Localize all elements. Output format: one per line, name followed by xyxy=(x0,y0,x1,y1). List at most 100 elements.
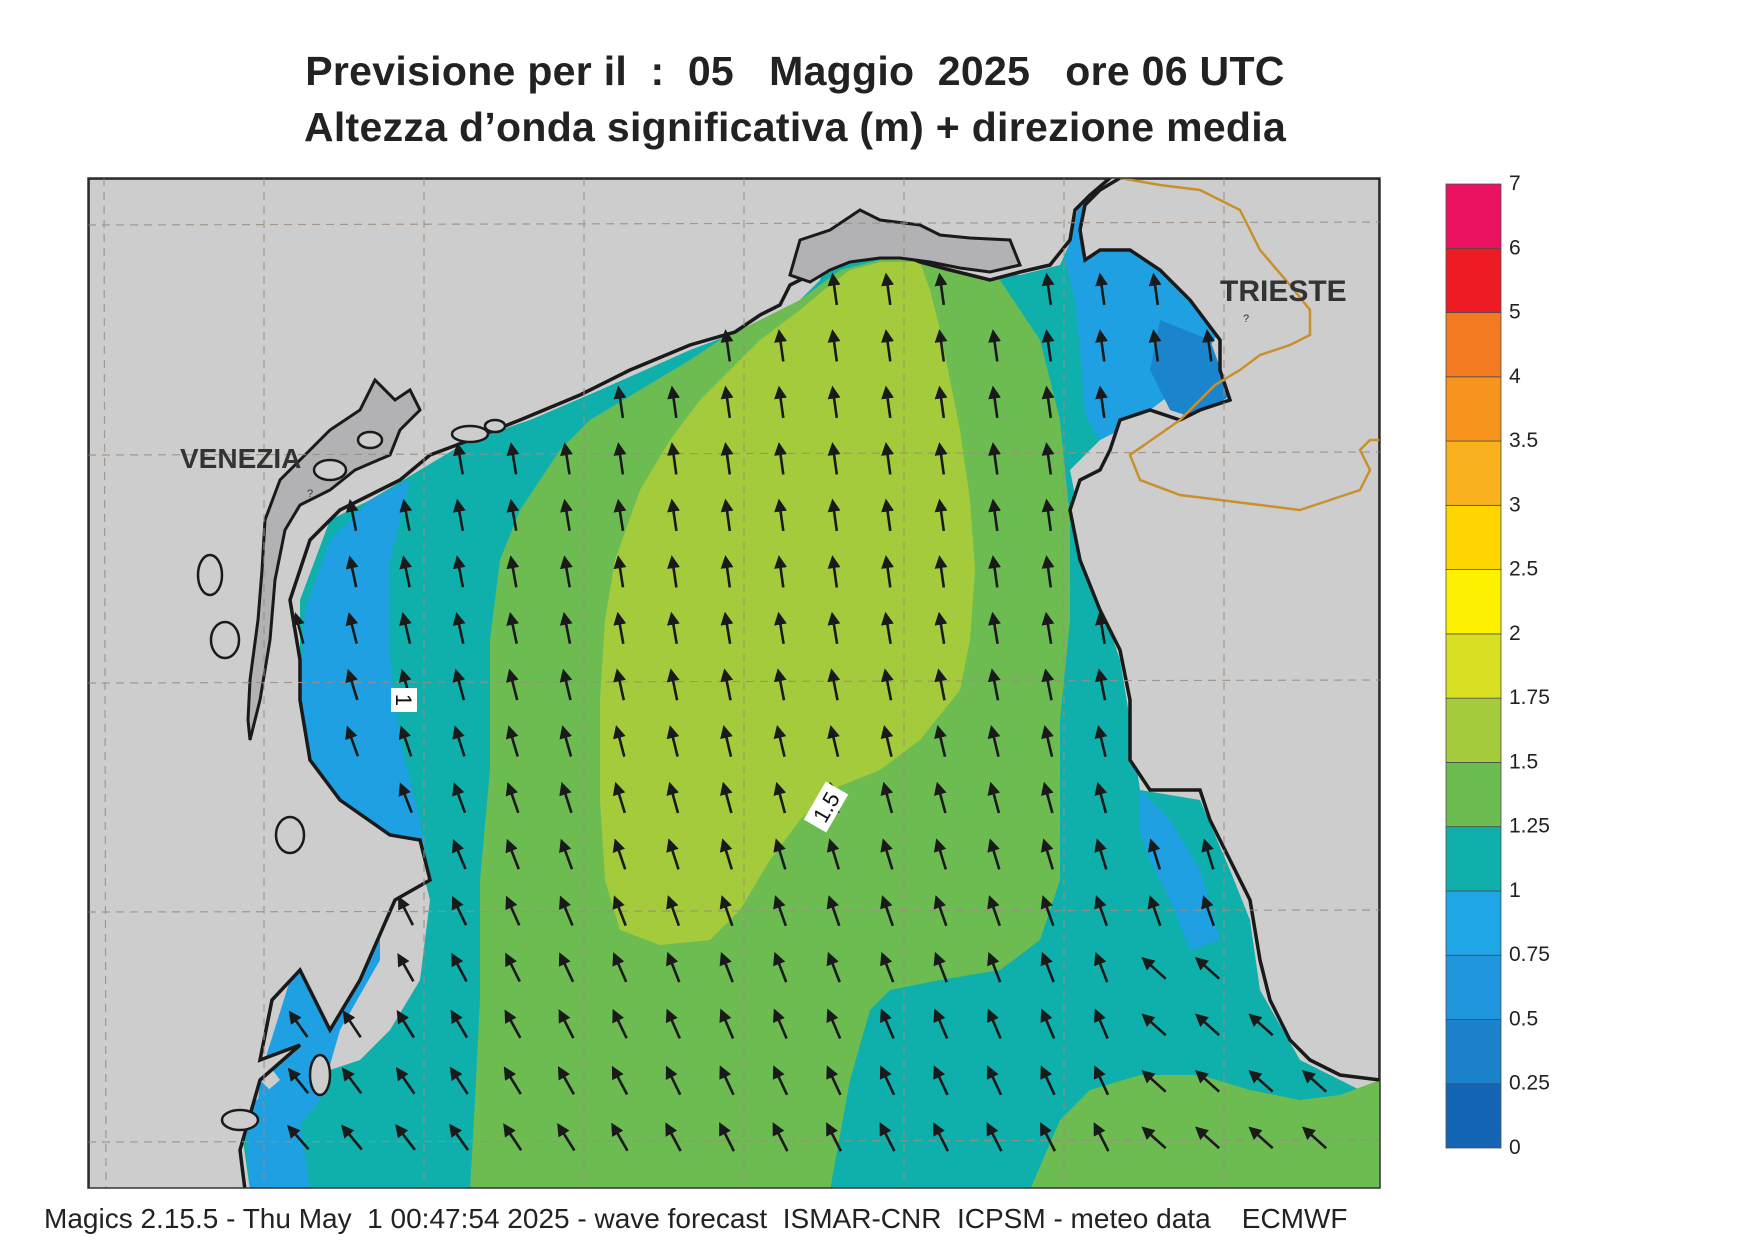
wave-arrow xyxy=(613,725,626,757)
wave-arrow xyxy=(881,385,895,419)
wave-arrow xyxy=(1040,951,1055,983)
wave-arrow xyxy=(881,498,895,532)
wave-arrow xyxy=(827,498,841,532)
wave-arrow xyxy=(774,555,788,588)
wave-arrow xyxy=(666,895,681,927)
wave-arrow xyxy=(667,442,681,475)
wave-arrow xyxy=(399,555,413,588)
wave-arrow xyxy=(666,668,680,701)
wave-arrow xyxy=(1147,838,1162,870)
wave-arrow xyxy=(452,839,467,870)
wave-arrow xyxy=(1040,1065,1056,1096)
wave-arrow xyxy=(557,1122,576,1152)
legend-swatch xyxy=(1445,440,1502,506)
contour-label-1: 1 xyxy=(391,688,417,712)
wave-arrow xyxy=(451,895,468,926)
wave-arrow xyxy=(398,782,413,814)
wave-arrow xyxy=(611,1122,629,1152)
wave-arrow xyxy=(1095,329,1109,362)
wave-arrow xyxy=(879,1008,895,1040)
wave-arrow xyxy=(880,668,894,701)
wave-arrow xyxy=(881,442,895,475)
wave-arrow xyxy=(772,1122,789,1152)
wave-arrow xyxy=(1041,498,1055,532)
legend-swatch xyxy=(1445,376,1502,442)
wave-arrow xyxy=(1141,1013,1167,1037)
wave-arrow xyxy=(719,1008,735,1040)
legend-tick-label: 2.5 xyxy=(1509,558,1538,581)
wave-arrow xyxy=(395,1066,416,1095)
wave-arrow xyxy=(506,442,520,475)
wave-arrow xyxy=(398,896,415,926)
wave-arrow xyxy=(559,668,573,701)
wave-arrow xyxy=(558,952,575,983)
wave-arrow xyxy=(1301,1069,1328,1093)
venice-lagoon-land xyxy=(246,377,422,741)
wave-arrow xyxy=(1040,1122,1057,1152)
wave-arrow xyxy=(1094,951,1109,983)
wave-arrow xyxy=(666,838,680,870)
wave-arrow xyxy=(1194,1069,1221,1093)
wave-arrow xyxy=(881,611,894,645)
lagoon-islands xyxy=(196,418,507,1132)
legend-swatch xyxy=(1445,762,1502,828)
wave-arrow xyxy=(341,1124,363,1151)
wave-arrow xyxy=(934,781,947,814)
legend-tick-label: 4 xyxy=(1509,365,1521,388)
wave-arrow xyxy=(665,1008,681,1039)
wave-arrow xyxy=(345,555,359,588)
legend-tick-label: 1.5 xyxy=(1509,750,1538,773)
legend-tick-label: 1 xyxy=(1509,879,1521,902)
wave-arrow xyxy=(1095,272,1109,306)
istria-land xyxy=(1068,178,1380,1082)
wave-arrow xyxy=(399,611,412,644)
wave-arrow xyxy=(506,611,520,644)
map-frame xyxy=(87,177,1381,1189)
wave-arrow xyxy=(880,724,894,757)
wave-arrow xyxy=(666,725,680,757)
wave-arrow xyxy=(933,1065,949,1096)
wave-arrow xyxy=(720,498,734,532)
legend-swatch xyxy=(1445,247,1502,313)
legend-swatch xyxy=(1445,1019,1502,1085)
wave-arrow xyxy=(880,838,894,870)
national-border xyxy=(1119,178,1380,512)
wave-arrow xyxy=(452,611,466,644)
wave-arrow xyxy=(934,668,948,701)
wave-arrow xyxy=(933,838,948,870)
wave-arrow xyxy=(1148,272,1162,306)
wave-arrow xyxy=(559,781,573,814)
wave-direction-arrows xyxy=(287,272,1328,1152)
wave-arrow xyxy=(827,329,841,362)
wave-arrow xyxy=(292,612,305,644)
legend-swatch xyxy=(1445,183,1502,249)
wave-arrow xyxy=(881,555,895,588)
wave-arrow xyxy=(613,442,627,475)
wave-arrow xyxy=(934,498,948,532)
wave-arrow xyxy=(988,555,1002,588)
wave-arrow xyxy=(773,668,787,701)
wave-arrow xyxy=(987,724,1001,757)
wave-arrow xyxy=(1248,1126,1274,1150)
legend-swatch xyxy=(1445,633,1502,699)
wave-arrow xyxy=(613,668,626,701)
wave-arrow xyxy=(1194,1013,1221,1037)
wave-arrow xyxy=(558,1009,575,1039)
wave-arrow xyxy=(988,329,1002,362)
wave-arrow xyxy=(559,555,573,588)
wave-arrow xyxy=(826,895,841,927)
wave-arrow xyxy=(986,1065,1003,1096)
wave-arrow xyxy=(934,385,948,419)
legend-tick-label: 2 xyxy=(1509,622,1521,645)
wave-arrow xyxy=(612,952,628,983)
wave-arrow xyxy=(934,611,948,645)
wave-arrow xyxy=(720,781,733,814)
wave-arrow xyxy=(506,498,520,532)
wave-arrow xyxy=(1041,668,1055,701)
wave-arrow xyxy=(774,385,788,419)
legend-tick-label: 7 xyxy=(1509,172,1521,195)
wave-arrow xyxy=(1141,1069,1167,1093)
wave-arrow xyxy=(345,725,360,757)
wave-arrow xyxy=(345,612,359,644)
